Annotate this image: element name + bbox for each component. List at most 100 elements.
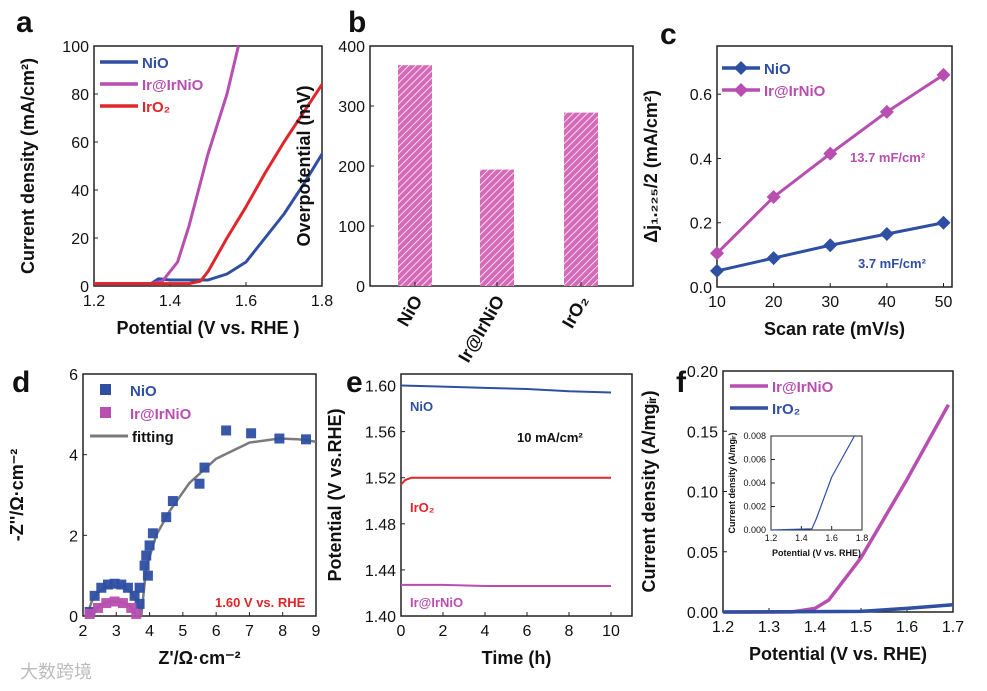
x-tick-label: 2	[79, 623, 88, 640]
data-point-NiO	[129, 590, 140, 601]
legend-marker	[734, 61, 748, 75]
y-tick-label: 0.10	[687, 485, 718, 502]
x-tick-label: Ir@IrNiO	[454, 292, 508, 366]
x-tick-label: 50	[935, 294, 953, 311]
potential-annotation: 1.60 V vs. RHE	[215, 595, 306, 610]
y-tick-label: 0.006	[743, 455, 766, 465]
x-axis-title: Time (h)	[482, 648, 552, 668]
x-tick-label: 6	[523, 623, 532, 640]
y-tick-label: 300	[338, 99, 365, 116]
legend-label: Ir@IrNiO	[764, 83, 826, 100]
y-axis-title: Δj₁.₂₂₅/2 (mA/cm²)	[641, 90, 661, 243]
x-tick-label: 4	[481, 623, 490, 640]
y-tick-label: 400	[338, 39, 365, 56]
y-tick-label: 200	[338, 159, 365, 176]
bar-NiO	[398, 65, 432, 286]
x-tick-label: 1.4	[804, 619, 826, 636]
legend-label: IrO₂	[142, 99, 170, 116]
data-point-NiO	[221, 425, 232, 436]
series-line-IrO₂	[770, 435, 855, 531]
x-tick-label: 30	[821, 294, 839, 311]
data-point-NiO	[246, 428, 257, 439]
x-tick-label: 10	[602, 623, 620, 640]
current-annotation: 10 mA/cm²	[517, 430, 583, 445]
y-tick-label: 100	[338, 219, 365, 236]
panel-letter-b: b	[348, 6, 366, 39]
y-tick-label: 100	[62, 39, 89, 56]
y-tick-label: 1.40	[365, 609, 396, 626]
y-axis-title: Potential (V vs.RHE)	[325, 408, 345, 581]
x-tick-label: 2	[439, 623, 448, 640]
x-tick-label: 10	[708, 294, 726, 311]
plot-frame	[93, 45, 323, 287]
data-point-NiO	[301, 434, 312, 445]
series-line-fitting	[140, 437, 317, 617]
data-point-Ir@IrNiO	[126, 602, 137, 613]
x-tick-label: 1.2	[765, 533, 778, 543]
data-point-NiO	[274, 433, 285, 444]
legend-label: NiO	[130, 383, 157, 400]
legend-label: Ir@IrNiO	[130, 406, 192, 423]
plot-frame	[400, 373, 633, 617]
y-tick-label: 0.008	[743, 431, 766, 441]
y-axis-title: Current density (A/mgᵢᵣ)	[639, 390, 659, 592]
data-point-NiO	[142, 570, 153, 581]
data-point-NiO	[194, 478, 205, 489]
y-tick-label: 0.004	[743, 478, 766, 488]
legend-label: fitting	[132, 429, 174, 446]
legend-marker	[100, 407, 111, 418]
data-point	[936, 67, 951, 82]
y-tick-label: 1.52	[365, 471, 396, 488]
y-tick-label: 0	[80, 279, 89, 296]
x-tick-label: IrO₂	[558, 292, 592, 331]
data-point-NiO	[167, 496, 178, 507]
panel-letter-c: c	[660, 18, 677, 51]
plot-frame	[716, 45, 953, 288]
plot-frame	[82, 373, 317, 617]
series-label: IrO₂	[410, 500, 435, 515]
x-tick-label: 1.8	[311, 293, 333, 310]
x-tick-label: 1.2	[83, 293, 105, 310]
x-tick-label: 8	[278, 623, 287, 640]
x-tick-label: 9	[312, 623, 321, 640]
y-tick-label: 2	[69, 528, 78, 545]
x-axis-title: Z'/Ω·cm⁻²	[158, 648, 240, 668]
x-tick-label: 1.7	[942, 619, 964, 636]
y-tick-label: 1.48	[365, 517, 396, 534]
data-point-NiO	[109, 578, 120, 589]
x-tick-label: 6	[212, 623, 221, 640]
y-tick-label: 0.4	[690, 151, 712, 168]
series-line-Ir@IrNiO	[401, 583, 611, 588]
y-axis-title: Current density (mA/cm²)	[18, 58, 38, 274]
y-tick-label: 0.2	[690, 216, 712, 233]
panel-letter-d: d	[12, 366, 30, 399]
y-tick-label: 80	[71, 87, 89, 104]
y-tick-label: 6	[69, 367, 78, 384]
panel-letter-a: a	[16, 6, 33, 39]
data-point-NiO	[102, 579, 113, 590]
data-point-NiO	[116, 579, 127, 590]
data-point-Ir@IrNiO	[131, 608, 142, 619]
data-point	[823, 146, 838, 161]
x-tick-label: 3	[112, 623, 121, 640]
x-tick-label: 40	[878, 294, 896, 311]
y-tick-label: 0	[356, 279, 365, 296]
data-point-NiO	[144, 540, 155, 551]
x-axis-title: Potential (V vs. RHE)	[749, 644, 927, 664]
y-axis-title: Current density (A/mgᵢᵣ)	[727, 432, 737, 533]
series-line-IrO₂	[94, 83, 324, 286]
y-tick-label: 1.60	[365, 379, 396, 396]
legend-marker	[734, 83, 748, 97]
legend-marker	[100, 384, 111, 395]
y-tick-label: 0.000	[743, 525, 766, 535]
y-tick-label: 20	[71, 231, 89, 248]
series-line-NiO	[400, 384, 612, 394]
series-label: NiO	[410, 399, 433, 414]
data-point-NiO	[139, 560, 150, 571]
x-tick-label: 5	[178, 623, 187, 640]
data-point	[766, 190, 781, 205]
x-tick-label: NiO	[393, 292, 426, 330]
x-tick-label: 20	[765, 294, 783, 311]
legend-label: Ir@IrNiO	[772, 379, 834, 396]
